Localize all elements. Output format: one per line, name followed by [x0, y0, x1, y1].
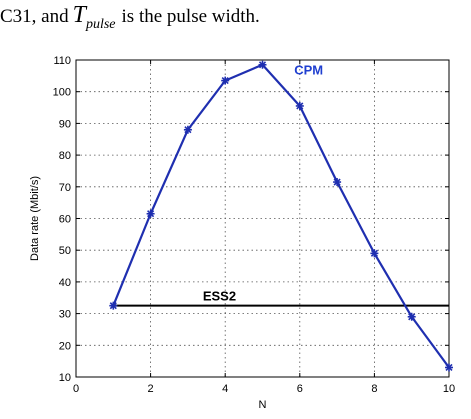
caption-post: is the pulse width. [121, 6, 260, 27]
x-tick-label: 4 [222, 383, 228, 395]
cpm-point [183, 125, 192, 134]
x-tick-label: 6 [297, 383, 303, 395]
y-tick-label: 90 [59, 118, 71, 130]
ess2-label: ESS2 [203, 289, 236, 304]
y-tick-label: 70 [59, 182, 71, 194]
y-tick-label: 50 [59, 245, 71, 257]
cpm-point-stroke [147, 210, 155, 218]
y-tick-label: 20 [59, 340, 71, 352]
caption-text: C31, and Tpulse is the pulse width. [0, 2, 260, 36]
cpm-point-stroke [109, 302, 117, 310]
cpm-label: CPM [294, 62, 323, 77]
y-tick-label: 10 [59, 372, 71, 384]
x-tick-label: 0 [73, 383, 79, 395]
cpm-point [146, 209, 155, 218]
cpm-point-stroke [258, 61, 267, 69]
cpm-point [295, 101, 304, 110]
x-tick-label: 2 [148, 383, 154, 395]
cpm-point-stroke [184, 126, 192, 134]
caption-pre: C31, and [0, 6, 69, 27]
cpm-point-stroke [445, 363, 453, 372]
caption-symbol: Tpulse [72, 2, 116, 32]
cpm-point-stroke [333, 178, 341, 186]
x-tick-label: 10 [443, 383, 455, 395]
cpm-point-stroke [296, 102, 304, 110]
series-cpm [109, 60, 453, 372]
cpm-line [112, 63, 450, 369]
grid-lines [76, 60, 449, 377]
y-tick-label: 40 [59, 277, 71, 289]
caption-symbol-subscript: pulse [85, 16, 116, 32]
y-tick-label: 100 [53, 87, 71, 99]
y-tick-label: 110 [53, 55, 71, 67]
y-tick-label: 60 [59, 214, 71, 226]
cpm-point [333, 178, 342, 187]
cpm-point [407, 312, 416, 321]
cpm-point [221, 76, 230, 85]
cpm-point [445, 363, 453, 372]
caption-symbol-main: T [72, 2, 86, 28]
cpm-point [109, 301, 118, 310]
cpm-point-stroke [221, 77, 229, 85]
axes [75, 59, 450, 378]
y-tick-label: 80 [59, 150, 71, 162]
cpm-point [258, 60, 267, 69]
cpm-point-stroke [408, 313, 416, 321]
cpm-point [370, 249, 379, 258]
x-tick-label: 8 [371, 383, 377, 395]
y-tick-label: 30 [59, 309, 71, 321]
cpm-point-stroke [370, 249, 378, 257]
y-axis-label: Data rate (Mbit/s) [29, 176, 41, 261]
plot-area [76, 60, 449, 377]
x-axis-label: N [259, 399, 267, 411]
labels: 0 2 4 6 8 10 10 20 30 40 50 60 70 80 90 100 110 N Data rat… [29, 55, 455, 411]
